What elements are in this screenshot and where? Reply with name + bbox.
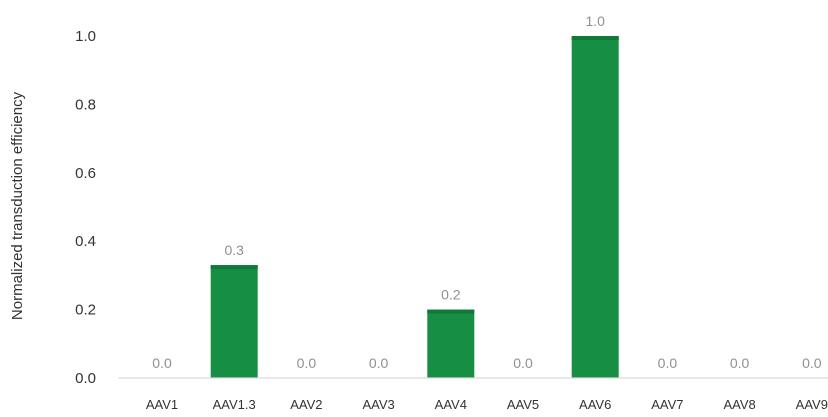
data-label: 0.0 (369, 355, 389, 371)
data-label: 1.0 (585, 13, 605, 29)
data-label: 0.0 (730, 355, 750, 371)
y-tick-label: 0.2 (75, 302, 96, 319)
x-tick-label: AAV1.3 (213, 397, 256, 412)
bar-aav1-3 (210, 265, 258, 378)
x-tick-label: AAV7 (651, 397, 683, 412)
y-tick-label: 0.0 (75, 370, 96, 387)
x-tick-label: AAV1 (146, 397, 178, 412)
data-label: 0.0 (802, 355, 822, 371)
bar-top-edge (210, 265, 258, 270)
x-tick-label: AAV2 (290, 397, 322, 412)
y-tick-label: 0.8 (75, 96, 96, 113)
y-axis-ticks: 0.0 0.2 0.4 0.6 0.8 1.0 (75, 28, 96, 387)
bar-aav4 (427, 309, 475, 378)
bar-aav6 (571, 36, 619, 378)
bar-top-edge (571, 36, 619, 40)
x-tick-label: AAV9 (796, 397, 828, 412)
bars (210, 36, 619, 378)
data-label: 0.0 (513, 355, 533, 371)
data-label: 0.0 (152, 355, 172, 371)
x-tick-label: AAV8 (723, 397, 755, 412)
y-axis-title: Normalized transduction efficiency (9, 91, 26, 320)
y-tick-label: 0.6 (75, 165, 96, 182)
x-axis-labels: AAV1 AAV1.3 AAV2 AAV3 AAV4 AAV5 AAV6 AAV7 AAV8 AA… (146, 397, 828, 412)
x-tick-label: AAV5 (507, 397, 539, 412)
data-labels: 0.0 0.3 0.0 0.0 0.2 0.0 1.0 0.0 0.0 0.0 (152, 13, 821, 371)
x-tick-label: AAV6 (579, 397, 611, 412)
x-tick-label: AAV3 (362, 397, 394, 412)
data-label: 0.3 (224, 242, 244, 258)
data-label: 0.0 (658, 355, 678, 371)
bar-top-edge (427, 309, 475, 314)
y-tick-label: 0.4 (75, 233, 96, 250)
x-tick-label: AAV4 (435, 397, 467, 412)
data-label: 0.0 (297, 355, 317, 371)
data-label: 0.2 (441, 287, 461, 303)
y-tick-label: 1.0 (75, 28, 96, 45)
